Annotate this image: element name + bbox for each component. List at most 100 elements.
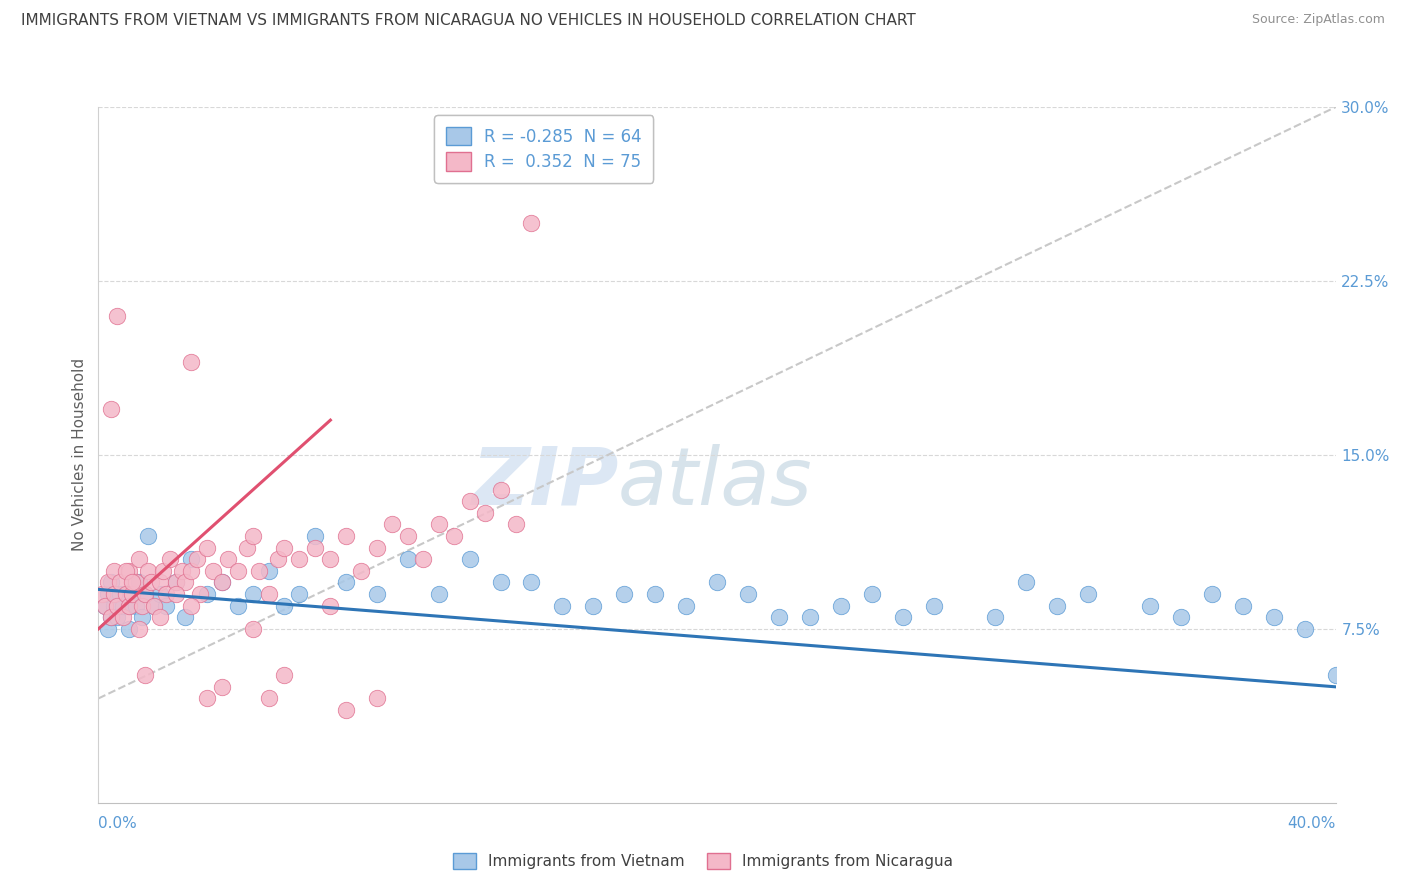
Point — [93, 599, 115, 613]
Point — [97, 587, 120, 601]
Text: Source: ZipAtlas.com: Source: ZipAtlas.com — [1251, 13, 1385, 27]
Point — [103, 599, 125, 613]
Point — [1324, 668, 1347, 682]
Point — [1294, 622, 1316, 636]
Point — [267, 552, 290, 566]
Point — [139, 575, 162, 590]
Point — [211, 680, 233, 694]
Point — [366, 541, 388, 555]
Point — [152, 564, 174, 578]
Point — [304, 529, 326, 543]
Point — [90, 587, 112, 601]
Point — [582, 599, 605, 613]
Point — [505, 517, 527, 532]
Point — [124, 599, 146, 613]
Point — [180, 599, 202, 613]
Point — [242, 622, 264, 636]
Point — [159, 552, 181, 566]
Point — [149, 610, 172, 624]
Point — [226, 599, 249, 613]
Point — [1015, 575, 1038, 590]
Point — [273, 668, 295, 682]
Point — [273, 599, 295, 613]
Point — [180, 355, 202, 369]
Point — [288, 587, 311, 601]
Point — [830, 599, 852, 613]
Point — [143, 599, 166, 613]
Point — [211, 575, 233, 590]
Point — [1170, 610, 1192, 624]
Point — [100, 575, 122, 590]
Text: 40.0%: 40.0% — [1288, 816, 1336, 831]
Point — [134, 668, 156, 682]
Point — [136, 529, 159, 543]
Point — [108, 575, 131, 590]
Point — [489, 483, 512, 497]
Point — [149, 575, 172, 590]
Point — [112, 610, 135, 624]
Point — [257, 691, 280, 706]
Point — [128, 575, 150, 590]
Point — [458, 552, 481, 566]
Point — [860, 587, 883, 601]
Point — [115, 564, 138, 578]
Point — [335, 703, 357, 717]
Point — [195, 541, 218, 555]
Point — [105, 599, 128, 613]
Point — [118, 622, 141, 636]
Point — [319, 599, 342, 613]
Y-axis label: No Vehicles in Household: No Vehicles in Household — [72, 359, 87, 551]
Point — [115, 587, 138, 601]
Point — [112, 599, 135, 613]
Point — [1201, 587, 1223, 601]
Point — [458, 494, 481, 508]
Point — [427, 517, 450, 532]
Point — [211, 575, 233, 590]
Point — [350, 564, 373, 578]
Point — [366, 587, 388, 601]
Point — [1139, 599, 1161, 613]
Point — [190, 587, 212, 601]
Point — [121, 587, 143, 601]
Point — [489, 575, 512, 590]
Point — [128, 552, 150, 566]
Point — [105, 610, 128, 624]
Point — [217, 552, 239, 566]
Point — [1046, 599, 1069, 613]
Point — [706, 575, 728, 590]
Point — [121, 587, 143, 601]
Text: IMMIGRANTS FROM VIETNAM VS IMMIGRANTS FROM NICARAGUA NO VEHICLES IN HOUSEHOLD CO: IMMIGRANTS FROM VIETNAM VS IMMIGRANTS FR… — [21, 13, 915, 29]
Point — [613, 587, 636, 601]
Point — [124, 575, 146, 590]
Point — [319, 552, 342, 566]
Point — [922, 599, 945, 613]
Point — [103, 587, 125, 601]
Point — [737, 587, 759, 601]
Point — [335, 575, 357, 590]
Point — [134, 587, 156, 601]
Point — [149, 587, 172, 601]
Point — [136, 564, 159, 578]
Point — [186, 552, 208, 566]
Point — [100, 610, 122, 624]
Point — [396, 552, 419, 566]
Point — [93, 599, 115, 613]
Point — [165, 575, 187, 590]
Point — [247, 564, 270, 578]
Point — [195, 691, 218, 706]
Point — [100, 610, 122, 624]
Point — [103, 564, 125, 578]
Point — [768, 610, 790, 624]
Point — [304, 541, 326, 555]
Point — [134, 587, 156, 601]
Point — [799, 610, 821, 624]
Point — [97, 622, 120, 636]
Point — [201, 564, 224, 578]
Point — [242, 529, 264, 543]
Point — [195, 587, 218, 601]
Point — [1263, 610, 1285, 624]
Point — [1077, 587, 1099, 601]
Point — [121, 575, 143, 590]
Point — [520, 575, 543, 590]
Point — [520, 216, 543, 230]
